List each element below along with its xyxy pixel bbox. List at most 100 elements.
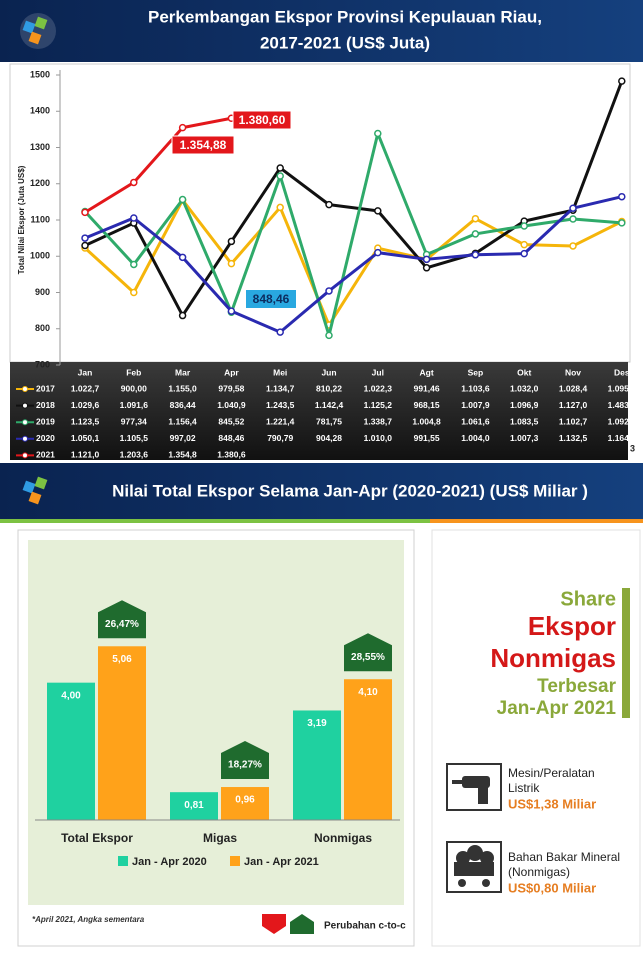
data-point (471, 214, 480, 223)
table-cell: 1.132,5 (559, 433, 588, 443)
table-cell: 1.022,3 (364, 383, 393, 393)
data-point (325, 287, 333, 295)
coal-cart-icon (446, 841, 502, 893)
legend-marker (22, 402, 28, 409)
chart-title: Nilai Total Ekspor Selama Jan-Apr (2020-… (112, 481, 588, 500)
data-point (618, 77, 626, 85)
table-cell: 900,00 (121, 383, 147, 393)
y-tick-label: 1500 (30, 69, 50, 79)
data-point (374, 207, 382, 215)
table-cell: 1.091,6 (120, 400, 149, 410)
chart-title: Perkembangan Ekspor Provinsi Kepulauan R… (148, 7, 542, 26)
data-point (81, 234, 89, 242)
y-axis-label: Total Nilai Ekspor (Juta US$) (17, 165, 26, 274)
heading: Share (560, 588, 616, 610)
growth-label: 26,47% (105, 619, 139, 630)
table-cell: 1.040,9 (217, 400, 246, 410)
y-tick-label: 700 (35, 359, 50, 369)
drill-icon (446, 763, 502, 811)
x-tick-label: Des (614, 367, 630, 377)
page-number: 3 (630, 443, 635, 453)
data-point (325, 200, 333, 209)
bar (98, 646, 146, 820)
table-cell: 848,46 (218, 433, 244, 443)
table-cell: 1.096,9 (510, 400, 539, 410)
data-point (178, 253, 187, 262)
data-point (374, 248, 382, 257)
table-cell: 1.354,8 (168, 450, 197, 460)
data-point (422, 255, 431, 264)
chart-title: 2017-2021 (US$ Juta) (260, 33, 430, 52)
table-cell: 1.029,6 (71, 400, 100, 410)
legend-swatch (118, 856, 128, 866)
table-cell: 1.050,1 (71, 433, 100, 443)
item-name: Mesin/Peralatan (508, 766, 595, 780)
heading: Terbesar (537, 676, 616, 697)
data-point (618, 219, 626, 227)
stripe (430, 519, 643, 523)
data-point (276, 172, 284, 180)
table-cell: 997,02 (170, 433, 196, 443)
data-point (81, 241, 89, 250)
legend-label: 2020 (36, 433, 55, 443)
data-point (520, 222, 528, 230)
growth-label: 28,55% (351, 652, 385, 663)
y-tick-label: 1400 (30, 106, 50, 116)
table-cell: 1.142,4 (315, 400, 344, 410)
item-name: (Nonmigas) (508, 865, 570, 879)
bar (221, 787, 269, 820)
data-point (130, 214, 138, 222)
annotation-box (232, 110, 292, 130)
x-tick-label: Total Ekspor (61, 831, 133, 845)
x-tick-label: Nonmigas (314, 831, 372, 845)
x-tick-label: Migas (203, 831, 237, 845)
table-cell: 1.092,1 (608, 416, 637, 426)
x-tick-label: Jan (78, 367, 93, 377)
table-cell: 836,44 (170, 400, 196, 410)
table-cell: 1.121,0 (71, 450, 100, 460)
bar-value-label: 0,96 (235, 795, 255, 806)
data-point (276, 164, 284, 172)
x-tick-label: Feb (126, 367, 141, 377)
item-value: US$1,38 Miliar (508, 796, 596, 811)
table-cell: 1.243,5 (266, 400, 295, 410)
table-cell: 1.134,7 (266, 383, 295, 393)
banner (0, 0, 643, 62)
y-tick-label: 900 (35, 287, 50, 297)
item-name: Bahan Bakar Mineral (508, 850, 620, 864)
annotation-box (246, 290, 296, 308)
table-cell: 810,22 (316, 383, 342, 393)
bar (344, 679, 392, 820)
growth-label: 18,27% (228, 760, 262, 771)
data-point (569, 242, 577, 250)
annotation: 848,46 (253, 292, 290, 306)
table-cell: 1.380,6 (217, 450, 246, 460)
data-point (325, 331, 333, 340)
bar (47, 682, 95, 820)
bar-value-label: 5,06 (112, 654, 132, 665)
data-point (178, 195, 187, 204)
bar-value-label: 4,10 (358, 687, 378, 698)
series-line (83, 131, 622, 337)
y-tick-label: 1300 (30, 142, 50, 152)
data-point (227, 237, 236, 246)
data-point (178, 123, 187, 132)
heading: Jan-Apr 2021 (497, 698, 617, 719)
x-tick-label: Mei (273, 367, 287, 377)
logo (22, 476, 48, 505)
data-point (81, 208, 89, 217)
data-point (227, 259, 236, 268)
bar (170, 792, 218, 820)
bar-value-label: 0,81 (184, 800, 204, 811)
table-cell: 1.127,0 (559, 400, 588, 410)
table-cell: 1.032,0 (510, 383, 539, 393)
x-tick-label: Jul (372, 367, 384, 377)
table-cell: 1.007,9 (461, 400, 490, 410)
table-cell: 1.123,5 (71, 416, 100, 426)
annotation: 1.354,88 (180, 138, 227, 152)
table-cell: 904,28 (316, 433, 342, 443)
table-cell: 991,46 (414, 383, 440, 393)
growth-badge (98, 600, 146, 639)
x-tick-label: Agt (420, 367, 434, 377)
